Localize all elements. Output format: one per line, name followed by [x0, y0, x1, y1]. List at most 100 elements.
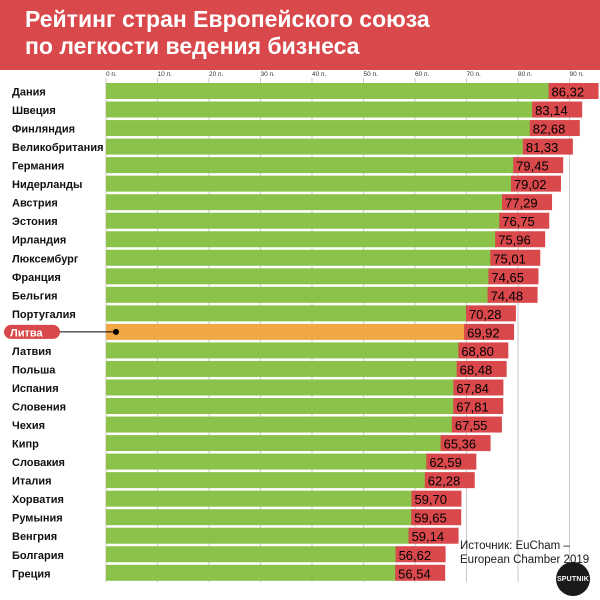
value-label: 59,14	[412, 529, 445, 544]
value-label-box	[451, 416, 502, 433]
value-label-box	[426, 453, 477, 470]
tick-label: 30 п.	[261, 71, 276, 78]
value-label: 56,54	[398, 566, 431, 581]
value-label-box	[495, 231, 546, 248]
value-label-box	[510, 175, 561, 192]
value-label-box	[513, 157, 564, 174]
category-label: Греция	[12, 568, 51, 580]
bar	[106, 342, 461, 359]
value-label: 56,62	[399, 548, 432, 563]
highlight-pointer-dot	[113, 328, 119, 335]
category-label: Бельгия	[12, 290, 58, 302]
value-label-box	[456, 360, 507, 377]
value-label: 82,68	[533, 122, 566, 137]
bar	[106, 157, 516, 174]
bar	[106, 564, 398, 581]
bar	[106, 101, 535, 118]
value-label: 59,65	[414, 511, 447, 526]
tick-label: 10 п.	[158, 71, 173, 78]
bar	[106, 175, 513, 192]
value-label-box	[395, 546, 446, 563]
category-label: Италия	[12, 476, 52, 488]
value-label-box	[499, 212, 550, 229]
category-label: Латвия	[12, 346, 51, 358]
category-label: Португалия	[12, 309, 76, 321]
value-label: 65,36	[444, 437, 477, 452]
value-label: 68,80	[461, 344, 494, 359]
category-label: Великобритания	[12, 142, 104, 154]
value-label-box	[532, 101, 583, 118]
value-label: 75,01	[493, 251, 526, 266]
value-label-box	[408, 527, 459, 544]
bar	[106, 323, 467, 340]
bar	[106, 305, 468, 322]
category-label: Дания	[12, 87, 46, 99]
category-label: Болгария	[12, 550, 64, 562]
value-label-box	[411, 490, 462, 507]
category-label: Люксембург	[12, 253, 79, 265]
highlight-label-pill	[4, 324, 60, 339]
bar	[106, 490, 414, 507]
bar	[106, 249, 493, 266]
sputnik-logo: SPUTNIK	[556, 562, 590, 596]
category-label: Чехия	[12, 420, 45, 432]
value-label: 70,28	[469, 307, 502, 322]
value-label: 76,75	[502, 214, 535, 229]
value-label-box	[465, 305, 516, 322]
value-label: 74,48	[491, 288, 524, 303]
value-label-box	[548, 83, 599, 99]
source-note: Источник: EuCham – European Chamber 2019	[460, 539, 600, 567]
bar	[106, 268, 491, 285]
value-label: 59,70	[414, 492, 447, 507]
bar	[106, 546, 398, 563]
category-label: Испания	[12, 383, 59, 395]
bar	[106, 472, 427, 489]
value-label: 67,84	[456, 381, 489, 396]
category-label: Польша	[12, 364, 56, 376]
category-label: Нидерланды	[12, 179, 82, 191]
value-label-box	[453, 379, 504, 396]
bar	[106, 509, 414, 526]
value-label-box	[464, 323, 515, 340]
category-label: Германия	[12, 161, 64, 173]
title-line-2: по легкости ведения бизнеса	[25, 33, 360, 59]
bar-chart: 0 п. 10 п. 20 п. 30 п. 40 п. 50 п. 60 п. 70 п. 8…	[4, 71, 599, 583]
tick-label: 80 п.	[518, 71, 533, 78]
value-label-box	[490, 249, 541, 266]
value-label: 62,28	[428, 474, 461, 489]
value-label: 67,55	[455, 418, 488, 433]
value-label-box	[488, 268, 539, 285]
category-label: Ирландия	[12, 235, 66, 247]
category-label: Словакия	[12, 457, 65, 469]
bar	[106, 360, 459, 377]
bar	[106, 212, 502, 229]
tick-label: 70 п.	[467, 71, 482, 78]
category-label: Австрия	[12, 198, 58, 210]
value-label-box	[395, 564, 446, 581]
header-banner: Рейтинг стран Европейского союза по легк…	[0, 0, 600, 70]
value-label: 74,65	[491, 270, 524, 285]
category-label: Кипр	[12, 439, 39, 451]
source-line-1: Источник: EuCham –	[460, 540, 570, 552]
bar	[106, 435, 443, 452]
source-line-2: European Chamber 2019	[460, 554, 590, 566]
tick-label: 60 п.	[415, 71, 430, 78]
value-label: 83,14	[535, 103, 568, 118]
title-line-1: Рейтинг стран Европейского союза	[25, 6, 430, 32]
tick-label: 0 п.	[106, 71, 117, 78]
value-label-box	[458, 342, 509, 359]
chart-title: Рейтинг стран Европейского союза по легк…	[25, 6, 585, 60]
value-label-box	[522, 138, 573, 155]
value-label: 81,33	[526, 140, 559, 155]
value-label-box	[487, 286, 538, 303]
category-label: Финляндия	[12, 124, 75, 136]
bar	[106, 120, 532, 137]
bar	[106, 286, 490, 303]
value-label: 86,32	[552, 85, 585, 100]
category-label: Румыния	[12, 513, 63, 525]
value-label: 79,45	[516, 159, 549, 174]
value-label: 69,92	[467, 325, 500, 340]
value-label: 77,29	[505, 196, 538, 211]
tick-label: 40 п.	[312, 71, 327, 78]
bar	[106, 398, 456, 415]
